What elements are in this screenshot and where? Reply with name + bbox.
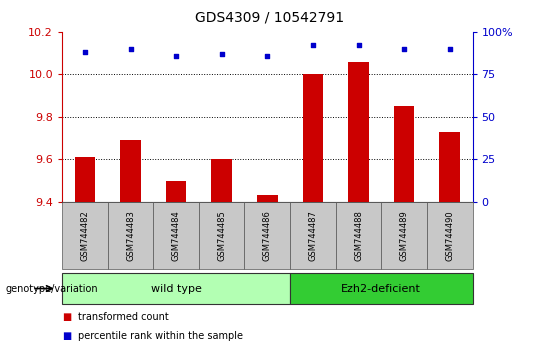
Text: GSM744486: GSM744486 xyxy=(263,210,272,261)
Point xyxy=(126,46,135,52)
Bar xyxy=(381,202,427,269)
Bar xyxy=(166,181,186,202)
Text: genotype/variation: genotype/variation xyxy=(5,284,98,293)
Text: GSM744490: GSM744490 xyxy=(445,210,454,261)
Bar xyxy=(199,202,245,269)
Point xyxy=(172,53,180,58)
Bar xyxy=(75,157,95,202)
Text: GDS4309 / 10542791: GDS4309 / 10542791 xyxy=(195,11,345,25)
Bar xyxy=(440,132,460,202)
Text: ■: ■ xyxy=(62,312,71,322)
Bar xyxy=(290,273,472,304)
Text: ■: ■ xyxy=(62,331,71,341)
Point xyxy=(308,42,317,48)
Text: GSM744483: GSM744483 xyxy=(126,210,135,261)
Text: transformed count: transformed count xyxy=(78,312,169,322)
Bar xyxy=(302,74,323,202)
Text: GSM744488: GSM744488 xyxy=(354,210,363,261)
Text: wild type: wild type xyxy=(151,284,201,293)
Text: GSM744485: GSM744485 xyxy=(217,210,226,261)
Bar xyxy=(257,195,278,202)
Bar xyxy=(62,273,290,304)
Point xyxy=(446,46,454,52)
Bar xyxy=(394,106,414,202)
Point xyxy=(400,46,408,52)
Bar xyxy=(62,202,107,269)
Text: percentile rank within the sample: percentile rank within the sample xyxy=(78,331,244,341)
Point xyxy=(354,42,363,48)
Bar xyxy=(336,202,381,269)
Text: Ezh2-deficient: Ezh2-deficient xyxy=(341,284,421,293)
Bar xyxy=(120,140,141,202)
Point xyxy=(218,51,226,57)
Bar xyxy=(107,202,153,269)
Bar xyxy=(212,159,232,202)
Bar xyxy=(153,202,199,269)
Bar xyxy=(290,202,336,269)
Text: GSM744482: GSM744482 xyxy=(80,210,90,261)
Text: GSM744487: GSM744487 xyxy=(308,210,318,261)
Text: GSM744484: GSM744484 xyxy=(172,210,180,261)
Text: GSM744489: GSM744489 xyxy=(400,210,409,261)
Point xyxy=(80,50,89,55)
Bar xyxy=(245,202,290,269)
Bar xyxy=(427,202,472,269)
Point xyxy=(263,53,272,58)
Bar xyxy=(348,62,369,202)
